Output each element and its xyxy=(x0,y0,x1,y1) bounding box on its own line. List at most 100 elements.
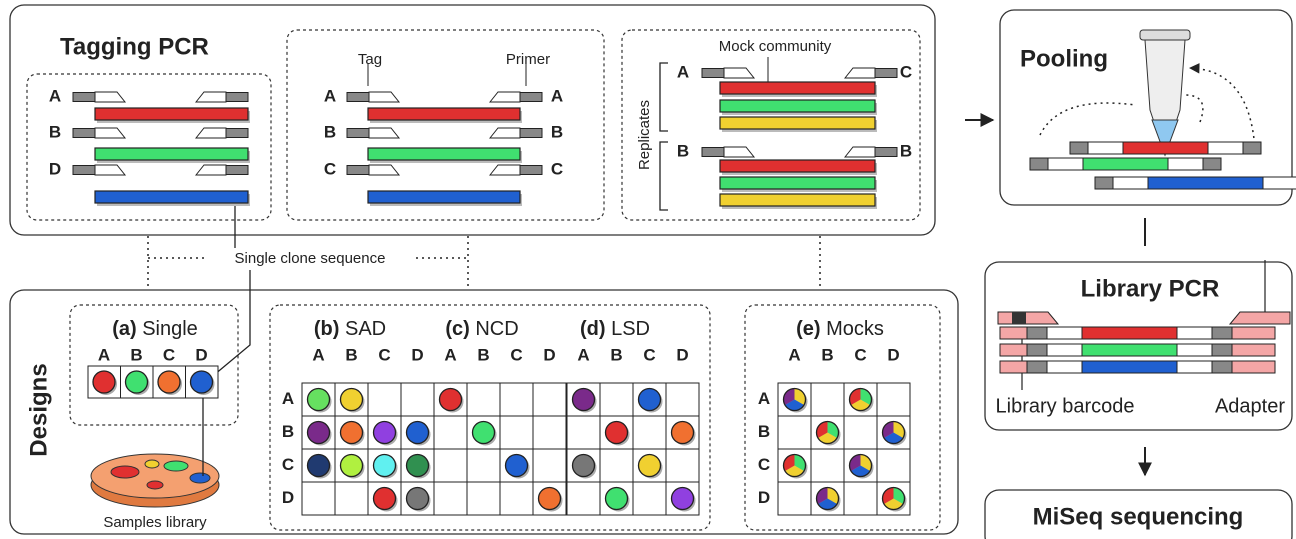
segment xyxy=(1082,157,1169,171)
title: Library PCR xyxy=(1081,275,1220,302)
sequence-bar xyxy=(719,99,876,113)
sample xyxy=(604,420,629,445)
tube-cap xyxy=(1139,29,1191,41)
sequence-bar xyxy=(94,147,249,161)
label: D xyxy=(543,345,555,364)
bracket xyxy=(659,62,668,132)
primer xyxy=(94,164,127,176)
label: Mock community xyxy=(719,38,832,55)
sequence-bar xyxy=(94,107,249,121)
sequence-bar xyxy=(367,107,521,121)
panel-tag: (a) xyxy=(112,318,136,340)
label: A xyxy=(677,62,689,81)
panel-tag: (c) xyxy=(445,318,469,340)
label: Replicates xyxy=(636,100,653,170)
sample xyxy=(339,420,364,445)
segment xyxy=(1176,360,1213,374)
pooling-panel xyxy=(999,9,1293,206)
segment xyxy=(1069,141,1089,155)
barcode xyxy=(1012,312,1026,324)
sample xyxy=(405,420,430,445)
tag xyxy=(225,92,249,102)
cell xyxy=(599,448,634,483)
segment xyxy=(1112,176,1149,190)
sample xyxy=(881,486,906,511)
segment xyxy=(1242,141,1262,155)
sample xyxy=(881,420,906,445)
label: C xyxy=(324,159,336,178)
panel-title: (a) Single xyxy=(112,318,198,340)
label: C xyxy=(900,62,912,81)
sample xyxy=(157,370,181,394)
cell xyxy=(499,382,534,417)
segment xyxy=(1231,326,1276,340)
segment xyxy=(1029,157,1049,171)
label: A xyxy=(98,345,110,364)
label: C xyxy=(551,159,563,178)
sample xyxy=(604,486,629,511)
pie-sector xyxy=(817,432,838,444)
label: Adapter xyxy=(1215,395,1285,417)
cell xyxy=(632,415,667,450)
cell xyxy=(566,415,601,450)
label: B xyxy=(551,122,563,141)
label: B xyxy=(758,422,770,441)
segment xyxy=(1167,157,1204,171)
label: C xyxy=(854,345,866,364)
tag xyxy=(72,165,96,175)
segment xyxy=(1046,360,1083,374)
segment xyxy=(1046,326,1083,340)
primer xyxy=(94,91,127,103)
label: C xyxy=(643,345,655,364)
cell xyxy=(665,448,700,483)
sequence-bar xyxy=(719,81,876,95)
cell xyxy=(777,481,812,516)
pie-sector xyxy=(817,498,838,510)
tag xyxy=(225,165,249,175)
tag xyxy=(225,128,249,138)
liquid xyxy=(1151,119,1179,157)
label: C xyxy=(163,345,175,364)
segment xyxy=(1231,360,1276,374)
sequence-bar xyxy=(719,159,876,173)
sample xyxy=(815,486,840,511)
cell xyxy=(532,415,567,450)
tag xyxy=(874,147,898,157)
sample xyxy=(848,453,873,478)
label: A xyxy=(444,345,456,364)
cell xyxy=(843,415,878,450)
cell xyxy=(400,382,435,417)
colony xyxy=(163,460,189,472)
title: Designs xyxy=(25,363,52,456)
sample xyxy=(306,420,331,445)
sample xyxy=(339,387,364,412)
sample xyxy=(571,387,596,412)
connector xyxy=(367,64,527,86)
sample xyxy=(815,420,840,445)
label: D xyxy=(49,159,61,178)
colony xyxy=(144,459,160,469)
pie-sector xyxy=(883,498,904,510)
cell xyxy=(810,448,845,483)
tag xyxy=(519,165,543,175)
primer xyxy=(723,146,756,158)
label: A xyxy=(324,86,336,105)
pool-arrow xyxy=(1039,68,1256,151)
panel-tag: (e) xyxy=(796,318,820,340)
connector xyxy=(1021,260,1266,390)
cell xyxy=(599,382,634,417)
segment xyxy=(999,343,1028,357)
tag xyxy=(72,92,96,102)
primer xyxy=(1228,311,1291,325)
primer xyxy=(368,91,401,103)
miseq-panel xyxy=(984,489,1293,539)
panel-title: (b) SAD xyxy=(314,318,386,340)
segment xyxy=(1207,141,1244,155)
segment xyxy=(1147,176,1264,190)
label: B xyxy=(900,141,912,160)
sample xyxy=(372,453,397,478)
sample xyxy=(670,486,695,511)
tag xyxy=(346,165,370,175)
segment xyxy=(1046,343,1083,357)
